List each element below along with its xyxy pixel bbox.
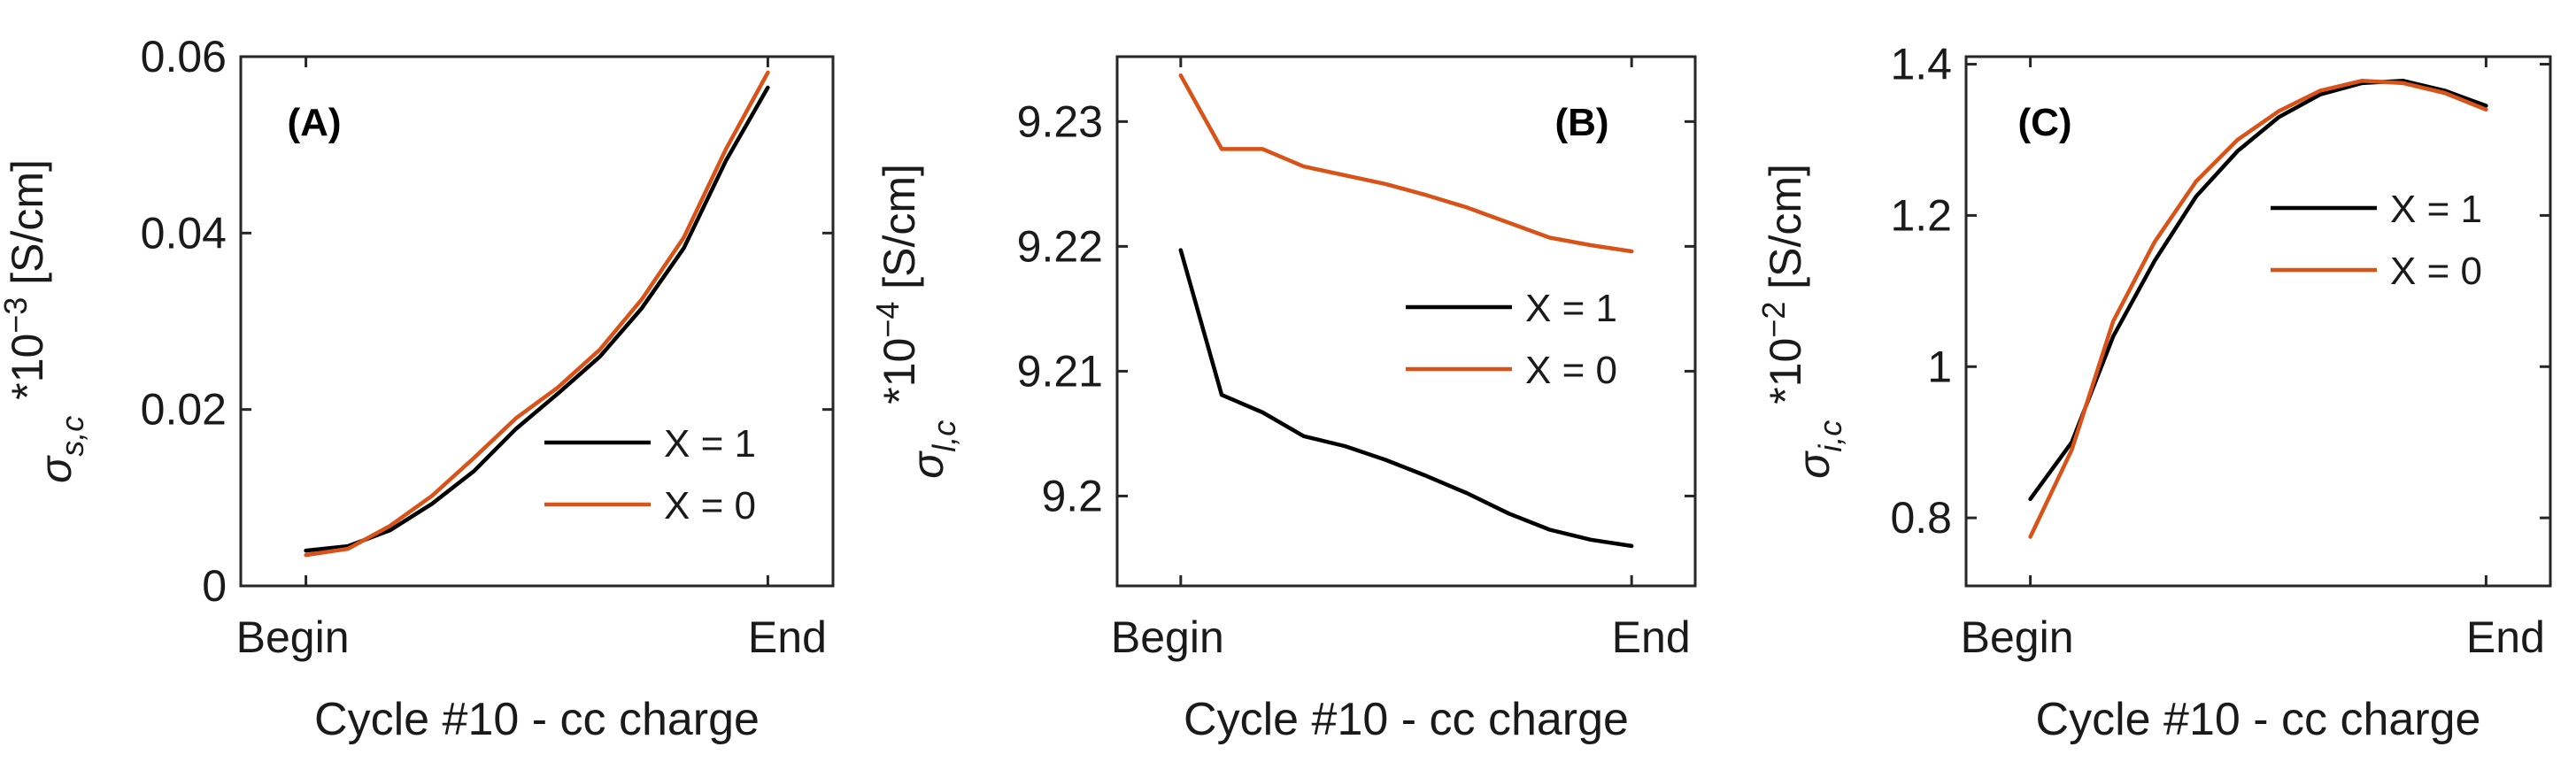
legend-label-x1: X = 1 — [664, 422, 756, 466]
y-tick-label: 0 — [202, 561, 227, 611]
series-line-x1 — [1178, 248, 1634, 549]
legend-label-x1: X = 1 — [1525, 287, 1617, 330]
x-tick-label: Begin — [1961, 612, 2074, 662]
y-axis-exponent: −4 — [869, 302, 906, 338]
y-axis-subscript: l,c — [926, 420, 962, 452]
y-axis-title: σl,c*10−4 [S/cm] — [869, 164, 962, 479]
legend-label-x0: X = 0 — [1525, 349, 1617, 392]
y-axis-unit: [S/cm] — [875, 164, 924, 302]
y-axis-subscript: i,c — [1812, 420, 1848, 452]
y-axis-subscript: s,c — [54, 416, 90, 457]
y-axis-exponent: −2 — [1755, 302, 1792, 338]
y-axis-unit: [S/cm] — [3, 159, 52, 297]
x-tick-label: End — [2466, 612, 2545, 662]
y-tick-label: 0.04 — [141, 208, 227, 258]
y-tick-label: 0.8 — [1890, 493, 1952, 543]
y-axis-title: σi,c*10−2 [S/cm] — [1755, 164, 1848, 479]
series-line-x1 — [304, 85, 770, 553]
y-axis-symbol: σ — [31, 455, 81, 483]
x-axis-title: Cycle #10 - cc charge — [1184, 694, 1629, 745]
y-axis-factor: *10 — [875, 338, 924, 404]
series-line-x1 — [2028, 79, 2488, 502]
series-line-x0 — [2028, 79, 2488, 539]
plot-frame — [1115, 55, 1697, 588]
x-axis-title: Cycle #10 - cc charge — [2036, 694, 2481, 745]
chart-panel-a: 0 0.02 0.04 0.06 Begin End Cycle #10 - cc char… — [0, 32, 835, 745]
x-axis-title: Cycle #10 - cc charge — [314, 694, 760, 745]
legend-label-x0: X = 0 — [2390, 250, 2482, 293]
y-tick-label: 1.4 — [1890, 40, 1952, 89]
panel-label: (B) — [1554, 101, 1608, 144]
y-tick-label: 9.2 — [1041, 471, 1103, 520]
legend-label-x1: X = 1 — [2390, 188, 2482, 231]
legend: X = 1 X = 0 — [2271, 188, 2482, 293]
x-tick-label: Begin — [236, 612, 350, 662]
y-axis-symbol: σ — [1789, 450, 1839, 479]
plot-frame — [239, 55, 835, 588]
y-axis-factor: *10 — [1761, 338, 1810, 404]
legend-label-x0: X = 0 — [664, 484, 756, 527]
panel-label: (A) — [287, 101, 341, 144]
y-axis-title: σs,c*10−3 [S/cm] — [0, 159, 90, 483]
y-axis-symbol: σ — [903, 450, 953, 479]
y-axis-unit: [S/cm] — [1761, 164, 1810, 302]
series-line-x0 — [1178, 73, 1634, 254]
y-axis-factor: *10 — [3, 334, 52, 400]
y-tick-label: 9.22 — [1017, 221, 1103, 271]
y-tick-label: 0.02 — [141, 385, 227, 435]
series-line-x0 — [304, 70, 770, 558]
y-tick-label: 9.23 — [1017, 96, 1103, 146]
y-tick-label: 1 — [1927, 342, 1952, 391]
x-tick-label: End — [1612, 612, 1691, 662]
x-tick-label: Begin — [1111, 612, 1224, 662]
y-tick-label: 1.2 — [1890, 190, 1952, 240]
x-tick-label: End — [748, 612, 827, 662]
chart-panel-c: 0.8 1 1.2 1.4 Begin End Cycle #10 - cc charge σ… — [1755, 40, 2552, 745]
legend: X = 1 X = 0 — [544, 422, 756, 527]
plot-frame — [1964, 55, 2552, 588]
y-tick-label: 9.21 — [1017, 346, 1103, 396]
panel-label: (C) — [2017, 101, 2071, 144]
y-axis-exponent: −3 — [0, 297, 34, 334]
legend: X = 1 X = 0 — [1406, 287, 1617, 392]
chart-panel-b: 9.2 9.21 9.22 9.23 Begin End Cycle #10 - cc ch… — [869, 55, 1697, 745]
y-tick-label: 0.06 — [141, 32, 227, 81]
